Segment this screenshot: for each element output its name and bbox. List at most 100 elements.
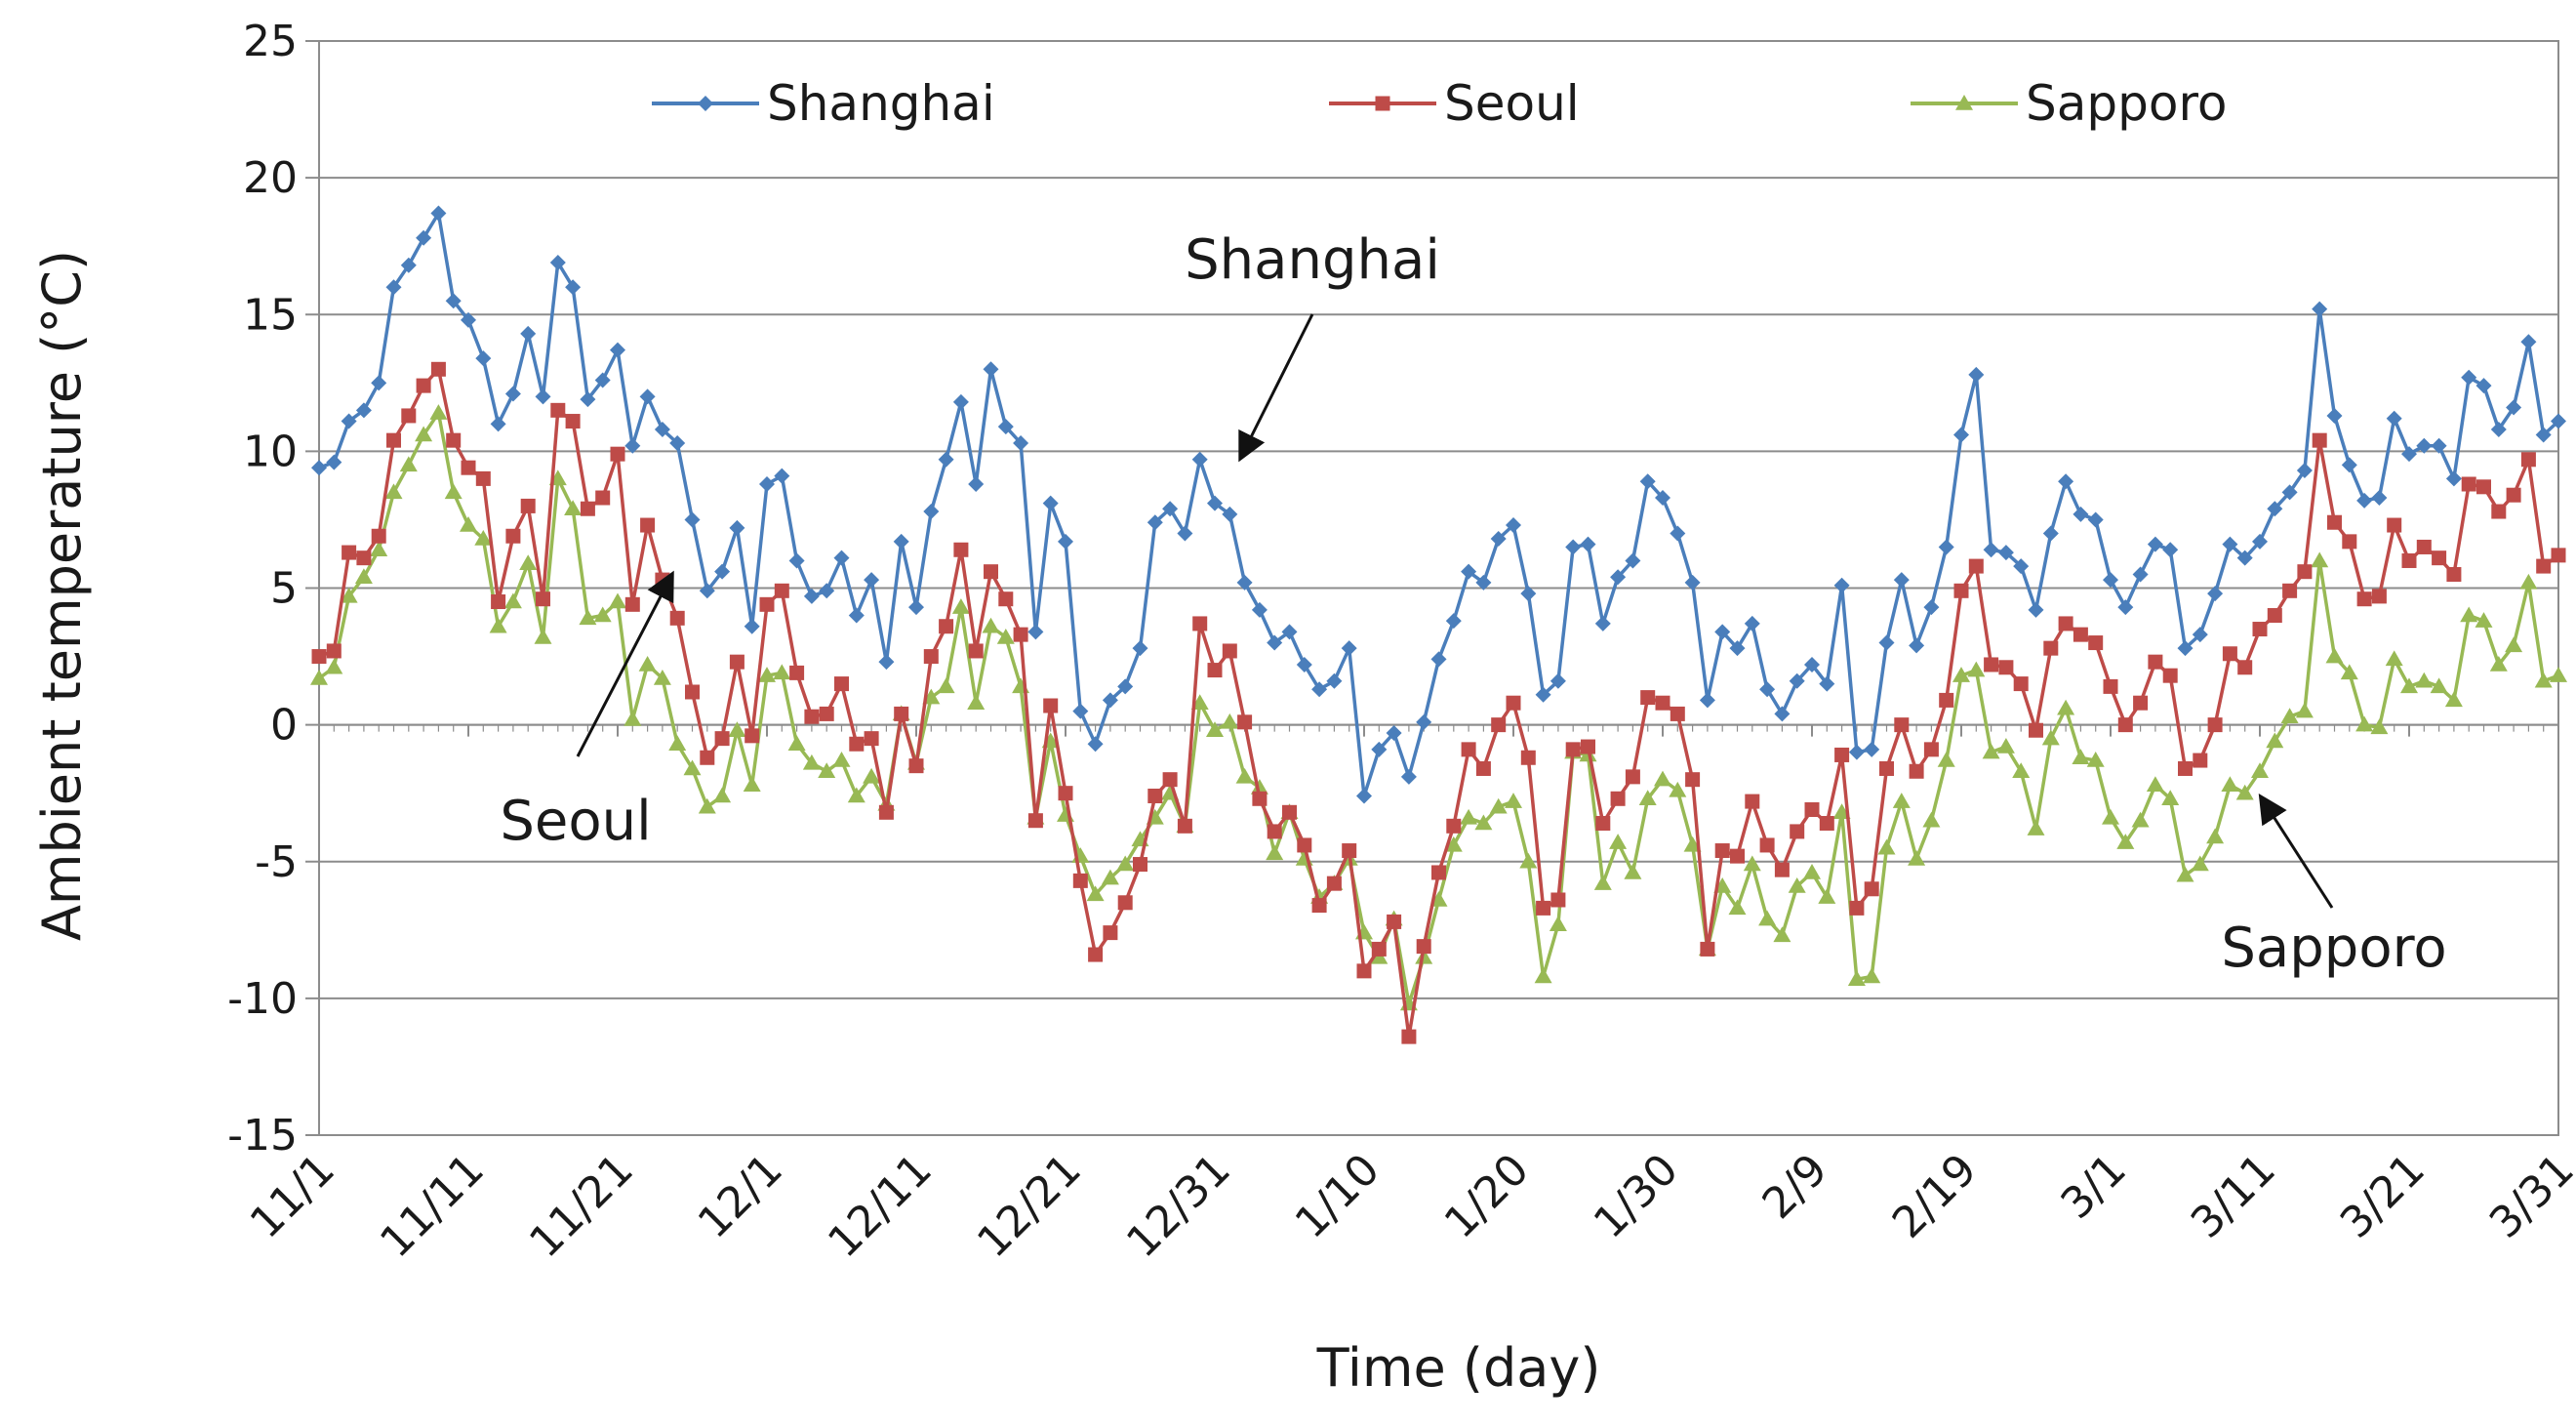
data-point <box>355 402 372 419</box>
data-point <box>1103 925 1118 941</box>
x-axis-title: Time (day) <box>1316 1337 1601 1399</box>
data-point <box>1446 818 1462 834</box>
x-tick-label: 12/21 <box>968 1145 1091 1268</box>
data-point <box>2506 399 2522 416</box>
data-point <box>1342 843 1357 859</box>
data-point <box>474 530 493 546</box>
data-point <box>1908 849 1926 866</box>
data-point <box>1789 672 1805 689</box>
data-point <box>564 500 583 515</box>
data-point <box>1267 634 1283 651</box>
data-point <box>2221 776 2239 793</box>
data-point <box>2325 647 2344 664</box>
data-point <box>1177 525 1193 542</box>
data-point <box>1387 914 1402 929</box>
data-point <box>878 804 894 820</box>
data-point <box>594 372 611 388</box>
annotation-label: Shanghai <box>1185 228 1440 292</box>
data-point <box>401 408 417 424</box>
data-point <box>1101 869 1119 885</box>
data-point <box>1520 750 1536 765</box>
y-tick-label: 0 <box>270 701 298 751</box>
data-point <box>2146 776 2164 793</box>
data-point <box>996 628 1015 644</box>
data-point <box>2043 640 2059 656</box>
data-point <box>430 205 447 222</box>
data-point <box>536 591 550 607</box>
data-point <box>2102 808 2119 825</box>
data-point <box>1235 767 1254 784</box>
data-point <box>774 468 790 484</box>
data-point <box>1475 574 1492 591</box>
data-point <box>729 654 745 670</box>
data-point <box>1581 739 1595 754</box>
data-point <box>2117 599 2134 616</box>
data-point <box>2148 654 2163 670</box>
data-point <box>729 519 745 536</box>
data-point <box>2551 413 2566 429</box>
data-point <box>2445 470 2462 487</box>
data-point <box>2401 446 2417 463</box>
data-point <box>1728 899 1747 916</box>
data-point <box>1863 967 1881 984</box>
data-point <box>2489 655 2508 672</box>
data-point <box>520 325 537 342</box>
x-tick-label: 11/21 <box>520 1145 643 1268</box>
data-point <box>818 762 836 779</box>
data-point <box>1998 660 2014 675</box>
data-point <box>1624 863 1642 879</box>
annotation-shanghai: Shanghai <box>1185 228 1440 463</box>
data-point <box>580 391 596 408</box>
data-point <box>1297 837 1312 853</box>
data-point <box>2387 517 2402 533</box>
data-point <box>1594 615 1611 632</box>
data-point <box>938 451 954 468</box>
data-point <box>1400 768 1417 785</box>
data-point <box>2057 699 2075 715</box>
x-tick-label: 1/30 <box>1585 1145 1688 1248</box>
data-point <box>968 476 985 493</box>
data-point <box>2147 536 2163 552</box>
x-tick-label: 1/20 <box>1435 1145 1539 1248</box>
data-point <box>370 541 388 557</box>
data-point <box>2252 622 2268 637</box>
data-point <box>311 460 327 476</box>
data-point <box>1774 862 1790 877</box>
data-point <box>1669 781 1687 797</box>
data-point <box>2041 729 2060 746</box>
data-point <box>1490 531 1507 548</box>
data-point <box>2415 672 2434 688</box>
data-point <box>1102 692 1118 709</box>
data-point <box>2327 514 2342 530</box>
data-point <box>593 606 612 623</box>
x-tick-label: 3/1 <box>2052 1145 2136 1229</box>
data-point <box>908 758 924 774</box>
data-point <box>1162 772 1178 788</box>
data-point <box>475 350 492 367</box>
data-point <box>1937 752 1955 767</box>
y-tick-label: 10 <box>243 427 298 476</box>
data-point <box>1266 844 1284 861</box>
data-point <box>460 516 477 532</box>
x-tick-label: 12/31 <box>1117 1145 1240 1268</box>
y-tick-label: -15 <box>227 1111 298 1161</box>
data-point <box>1593 875 1612 890</box>
data-point <box>505 528 521 544</box>
data-point <box>2519 573 2538 590</box>
data-point <box>1042 495 1059 511</box>
data-point <box>1013 434 1029 451</box>
data-point <box>1326 672 1343 689</box>
data-point <box>1401 1029 1417 1044</box>
data-point <box>1460 808 1478 825</box>
data-point <box>758 667 776 682</box>
data-point <box>1311 898 1327 914</box>
data-point <box>1909 763 1924 779</box>
data-point <box>2282 583 2298 598</box>
data-point <box>2162 668 2178 683</box>
data-point <box>2312 301 2328 317</box>
data-point <box>400 257 417 273</box>
data-point <box>1431 865 1446 880</box>
data-point <box>416 378 431 393</box>
data-point <box>1670 525 1686 542</box>
data-point <box>1654 770 1671 787</box>
